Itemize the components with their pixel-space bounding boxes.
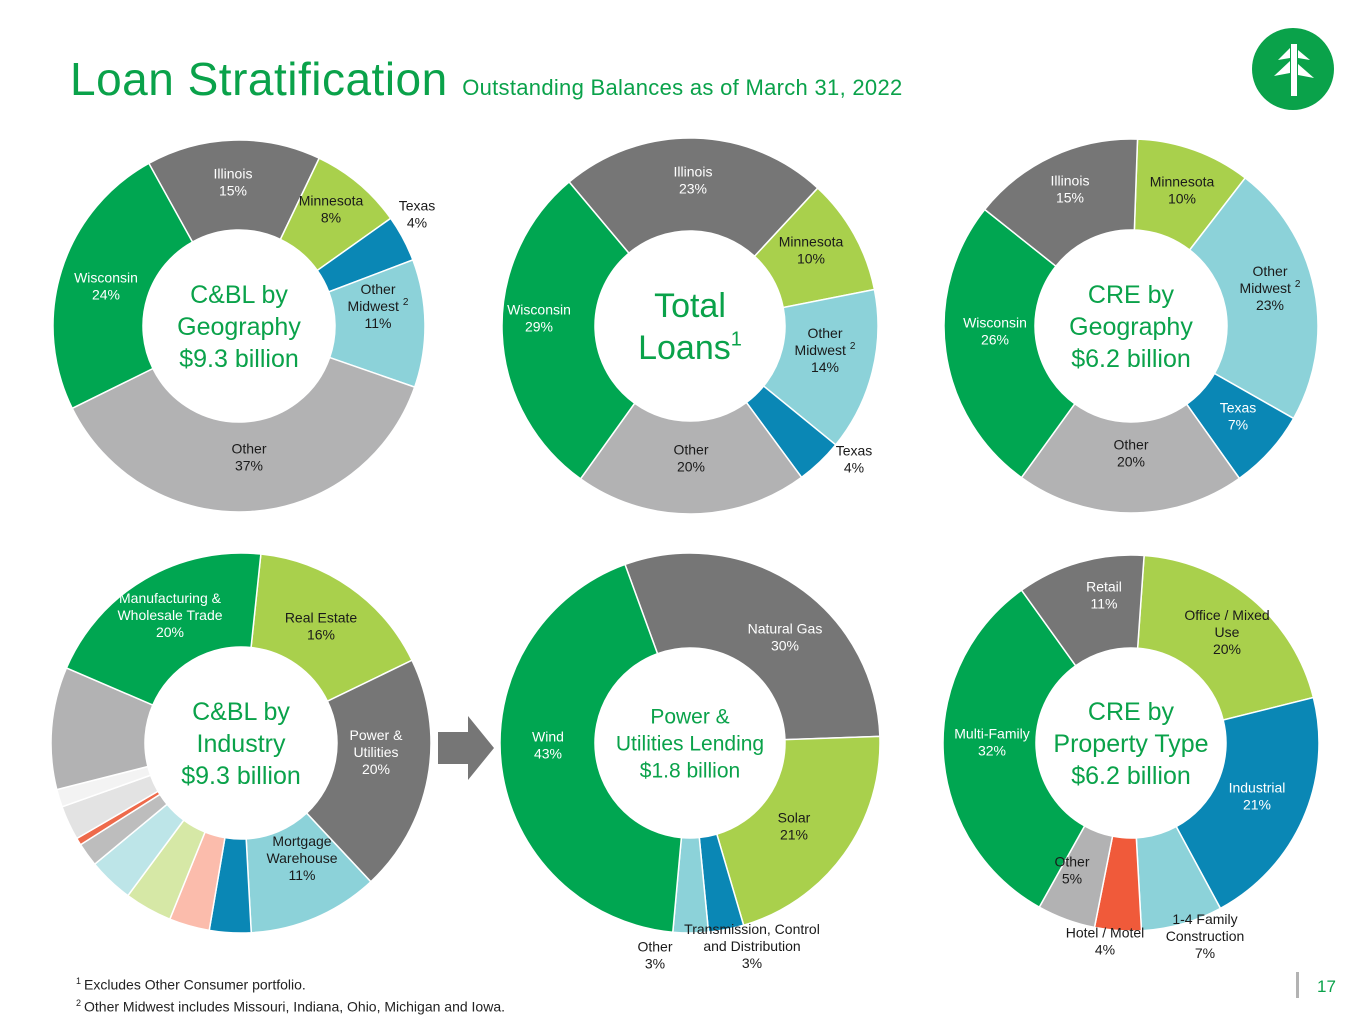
page-title: Loan Stratification Outstanding Balances… — [70, 52, 903, 106]
label-other: Other 5% — [1054, 854, 1089, 887]
label-solar: Solar 21% — [778, 810, 811, 843]
label-power-utilities: Power & Utilities 20% — [350, 727, 404, 777]
label-transmission-control-and-distribution: Transmission, Control and Distribution 3% — [684, 921, 820, 971]
slice-other-4 — [1020, 402, 1241, 514]
slice-illinois-6 — [983, 138, 1139, 268]
footnote-1: 1 Excludes Other Consumer portfolio. — [76, 976, 306, 993]
label-manufacturing-wholesale-trade: Manufacturing & Wholesale Trade 20% — [117, 590, 222, 640]
label-wind: Wind 43% — [532, 729, 564, 762]
slice-office-mixed-use-1 — [1136, 554, 1315, 721]
label-minnesota: Minnesota 10% — [1150, 174, 1215, 207]
donut-chart-3: Minnesota 10% Other Midwest 2 23% Texas 7% Other… — [943, 138, 1319, 514]
arrow-right-icon — [438, 716, 494, 780]
center-label: C&BL by Geography $9.3 billion — [177, 281, 301, 373]
title-main: Loan Stratification — [70, 53, 448, 105]
label-wisconsin: Wisconsin 24% — [74, 270, 138, 303]
label-industrial: Industrial 21% — [1229, 780, 1286, 813]
slice-real-estate-1 — [250, 553, 414, 703]
slice-wisconsin-5 — [943, 208, 1076, 479]
label-retail: Retail 11% — [1086, 579, 1122, 612]
donut-chart-6: Office / Mixed Use 20% Industrial 21% 1-4 Fam… — [942, 554, 1320, 961]
label-other-midwest: Other Midwest 2 11% — [348, 281, 409, 331]
label-illinois: Illinois 23% — [674, 164, 713, 197]
slice-retail-7 — [1020, 554, 1145, 667]
label-illinois: Illinois 15% — [1051, 173, 1090, 206]
donut-chart-5: Natural Gas 30% Solar 21% Transmission, Cont… — [499, 552, 881, 972]
label-other: Other 37% — [231, 441, 266, 474]
center-label: CRE by Property Type $6.2 billion — [1053, 698, 1208, 790]
slice-wisconsin-6 — [501, 180, 636, 480]
tree-logo-icon — [1252, 28, 1334, 110]
label-wisconsin: Wisconsin 29% — [507, 302, 571, 335]
donut-chart-2: Illinois 23% Minnesota 10% Other Midwest 2 14% T… — [501, 137, 879, 515]
label-other: Other 20% — [1113, 437, 1148, 470]
label-other-midwest: Other Midwest 2 23% — [1240, 263, 1301, 313]
label-texas: Texas 7% — [1220, 400, 1257, 433]
slice-other-5 — [579, 401, 803, 515]
footnotes: 1 Excludes Other Consumer portfolio. 2 Oth… — [76, 972, 505, 1015]
slice-power-utilities-2 — [305, 659, 432, 883]
label-natural-gas: Natural Gas 30% — [748, 621, 823, 654]
label-multi-family: Multi-Family 32% — [954, 726, 1029, 759]
label-mortgage-warehouse: Mortgage Warehouse 11% — [266, 833, 337, 883]
label-texas: Texas 4% — [836, 443, 873, 476]
slice-illinois-1 — [568, 137, 819, 258]
slice-wind-5 — [499, 563, 683, 934]
label-hotel-motel: Hotel / Motel 4% — [1066, 925, 1145, 958]
footnote-2: 2 Other Midwest includes Missouri, Indian… — [76, 997, 505, 1015]
label-wisconsin: Wisconsin 26% — [963, 315, 1027, 348]
title-subtitle: Outstanding Balances as of March 31, 202… — [462, 75, 903, 100]
slice-manufacturing-wholesale-trade-13 — [65, 552, 262, 707]
slice-solar-2 — [715, 735, 881, 927]
label-other: Other 3% — [637, 939, 672, 972]
center-label: C&BL by Industry $9.3 billion — [181, 698, 301, 790]
donut-chart-4: Real Estate 16% Power & Utilities 20% Mortgag… — [50, 552, 432, 934]
page-number: 17 — [1296, 972, 1336, 998]
slice-other-5 — [71, 356, 416, 513]
donut-chart-1: Illinois 15% Minnesota 8% Texas 4% Other Midwes… — [52, 139, 436, 513]
label-other-midwest: Other Midwest 2 14% — [795, 325, 856, 375]
label-real-estate: Real Estate 16% — [285, 610, 358, 643]
slice-wisconsin-6 — [52, 162, 194, 410]
label-illinois: Illinois 15% — [214, 166, 253, 199]
label-texas: Texas 4% — [399, 198, 436, 231]
slice-industrial-2 — [1175, 696, 1320, 910]
label-office-mixed-use: Office / Mixed Use 20% — [1184, 607, 1269, 657]
label-1-4-family-construction: 1-4 Family Construction 7% — [1166, 911, 1245, 961]
center-label: CRE by Geography $6.2 billion — [1069, 281, 1193, 373]
slice-multi-family-6 — [942, 589, 1086, 909]
label-minnesota: Minnesota 8% — [299, 193, 364, 226]
center-label: Total Loans1 — [638, 287, 742, 367]
label-other: Other 20% — [673, 442, 708, 475]
label-minnesota: Minnesota 10% — [779, 234, 844, 267]
slice-other-midwest-2 — [1188, 176, 1319, 420]
center-label: Power & Utilities Lending $1.8 billion — [616, 706, 764, 783]
slice-natural-gas-1 — [624, 552, 881, 741]
